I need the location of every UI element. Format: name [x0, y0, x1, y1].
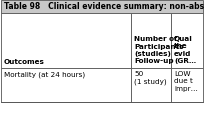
Bar [171, 68, 203, 102]
Text: Table 98   Clinical evidence summary: non-absorbable disa…: Table 98 Clinical evidence summary: non-… [4, 2, 204, 11]
Bar [1, 0, 203, 13]
Bar [171, 13, 203, 68]
Text: 50
(1 study): 50 (1 study) [134, 71, 167, 85]
Text: Mortality (at 24 hours): Mortality (at 24 hours) [4, 71, 85, 77]
Bar [1, 68, 131, 102]
Bar [131, 68, 171, 102]
Text: Number of
Participants
(studies)
Follow-up: Number of Participants (studies) Follow-… [134, 36, 184, 64]
Text: Qual
the
evid
(GR…: Qual the evid (GR… [174, 36, 196, 64]
Text: LOW
due t
impr…: LOW due t impr… [174, 71, 198, 92]
Bar [131, 13, 171, 68]
Text: Outcomes: Outcomes [4, 59, 45, 65]
Bar [1, 13, 131, 68]
